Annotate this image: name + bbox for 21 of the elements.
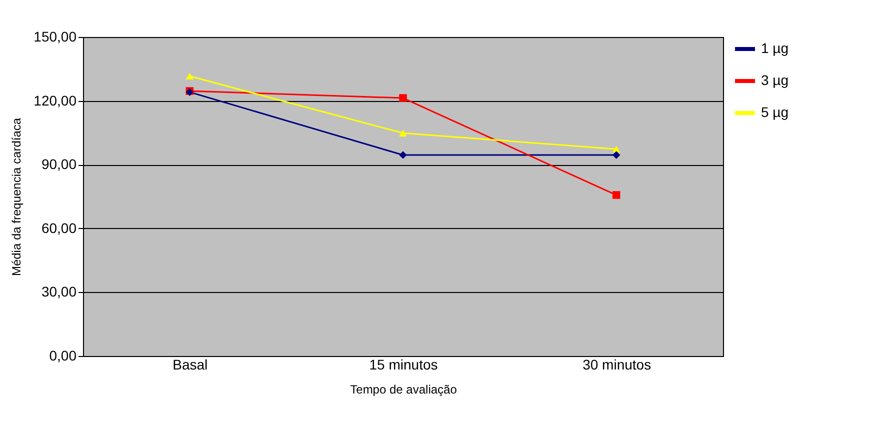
point	[612, 151, 620, 159]
legend-label: 3 µg	[761, 72, 789, 88]
point	[186, 72, 194, 80]
x-tick-label: Basal	[172, 356, 208, 372]
point	[399, 151, 407, 159]
x-tick-label: 15 minutos	[369, 356, 438, 372]
x-tick-label: 30 minutos	[582, 356, 652, 372]
y-tick-label: 30,00	[41, 284, 77, 300]
legend-label: 1 µg	[761, 40, 789, 56]
y-tick-label: 120,00	[34, 92, 77, 108]
y-tick-label: 150,00	[34, 28, 77, 44]
point	[399, 130, 407, 136]
point	[612, 146, 620, 152]
x-axis-title: Tempo de avaliação	[350, 382, 458, 396]
point	[399, 94, 407, 102]
y-axis-title: Média da frequencia cardíaca	[10, 118, 24, 276]
y-tick-label: 60,00	[41, 220, 77, 236]
legend-label: 5 µg	[761, 104, 789, 120]
y-tick-label: 90,00	[41, 156, 77, 172]
y-tick-label: 0,00	[49, 348, 77, 364]
point	[612, 191, 620, 199]
